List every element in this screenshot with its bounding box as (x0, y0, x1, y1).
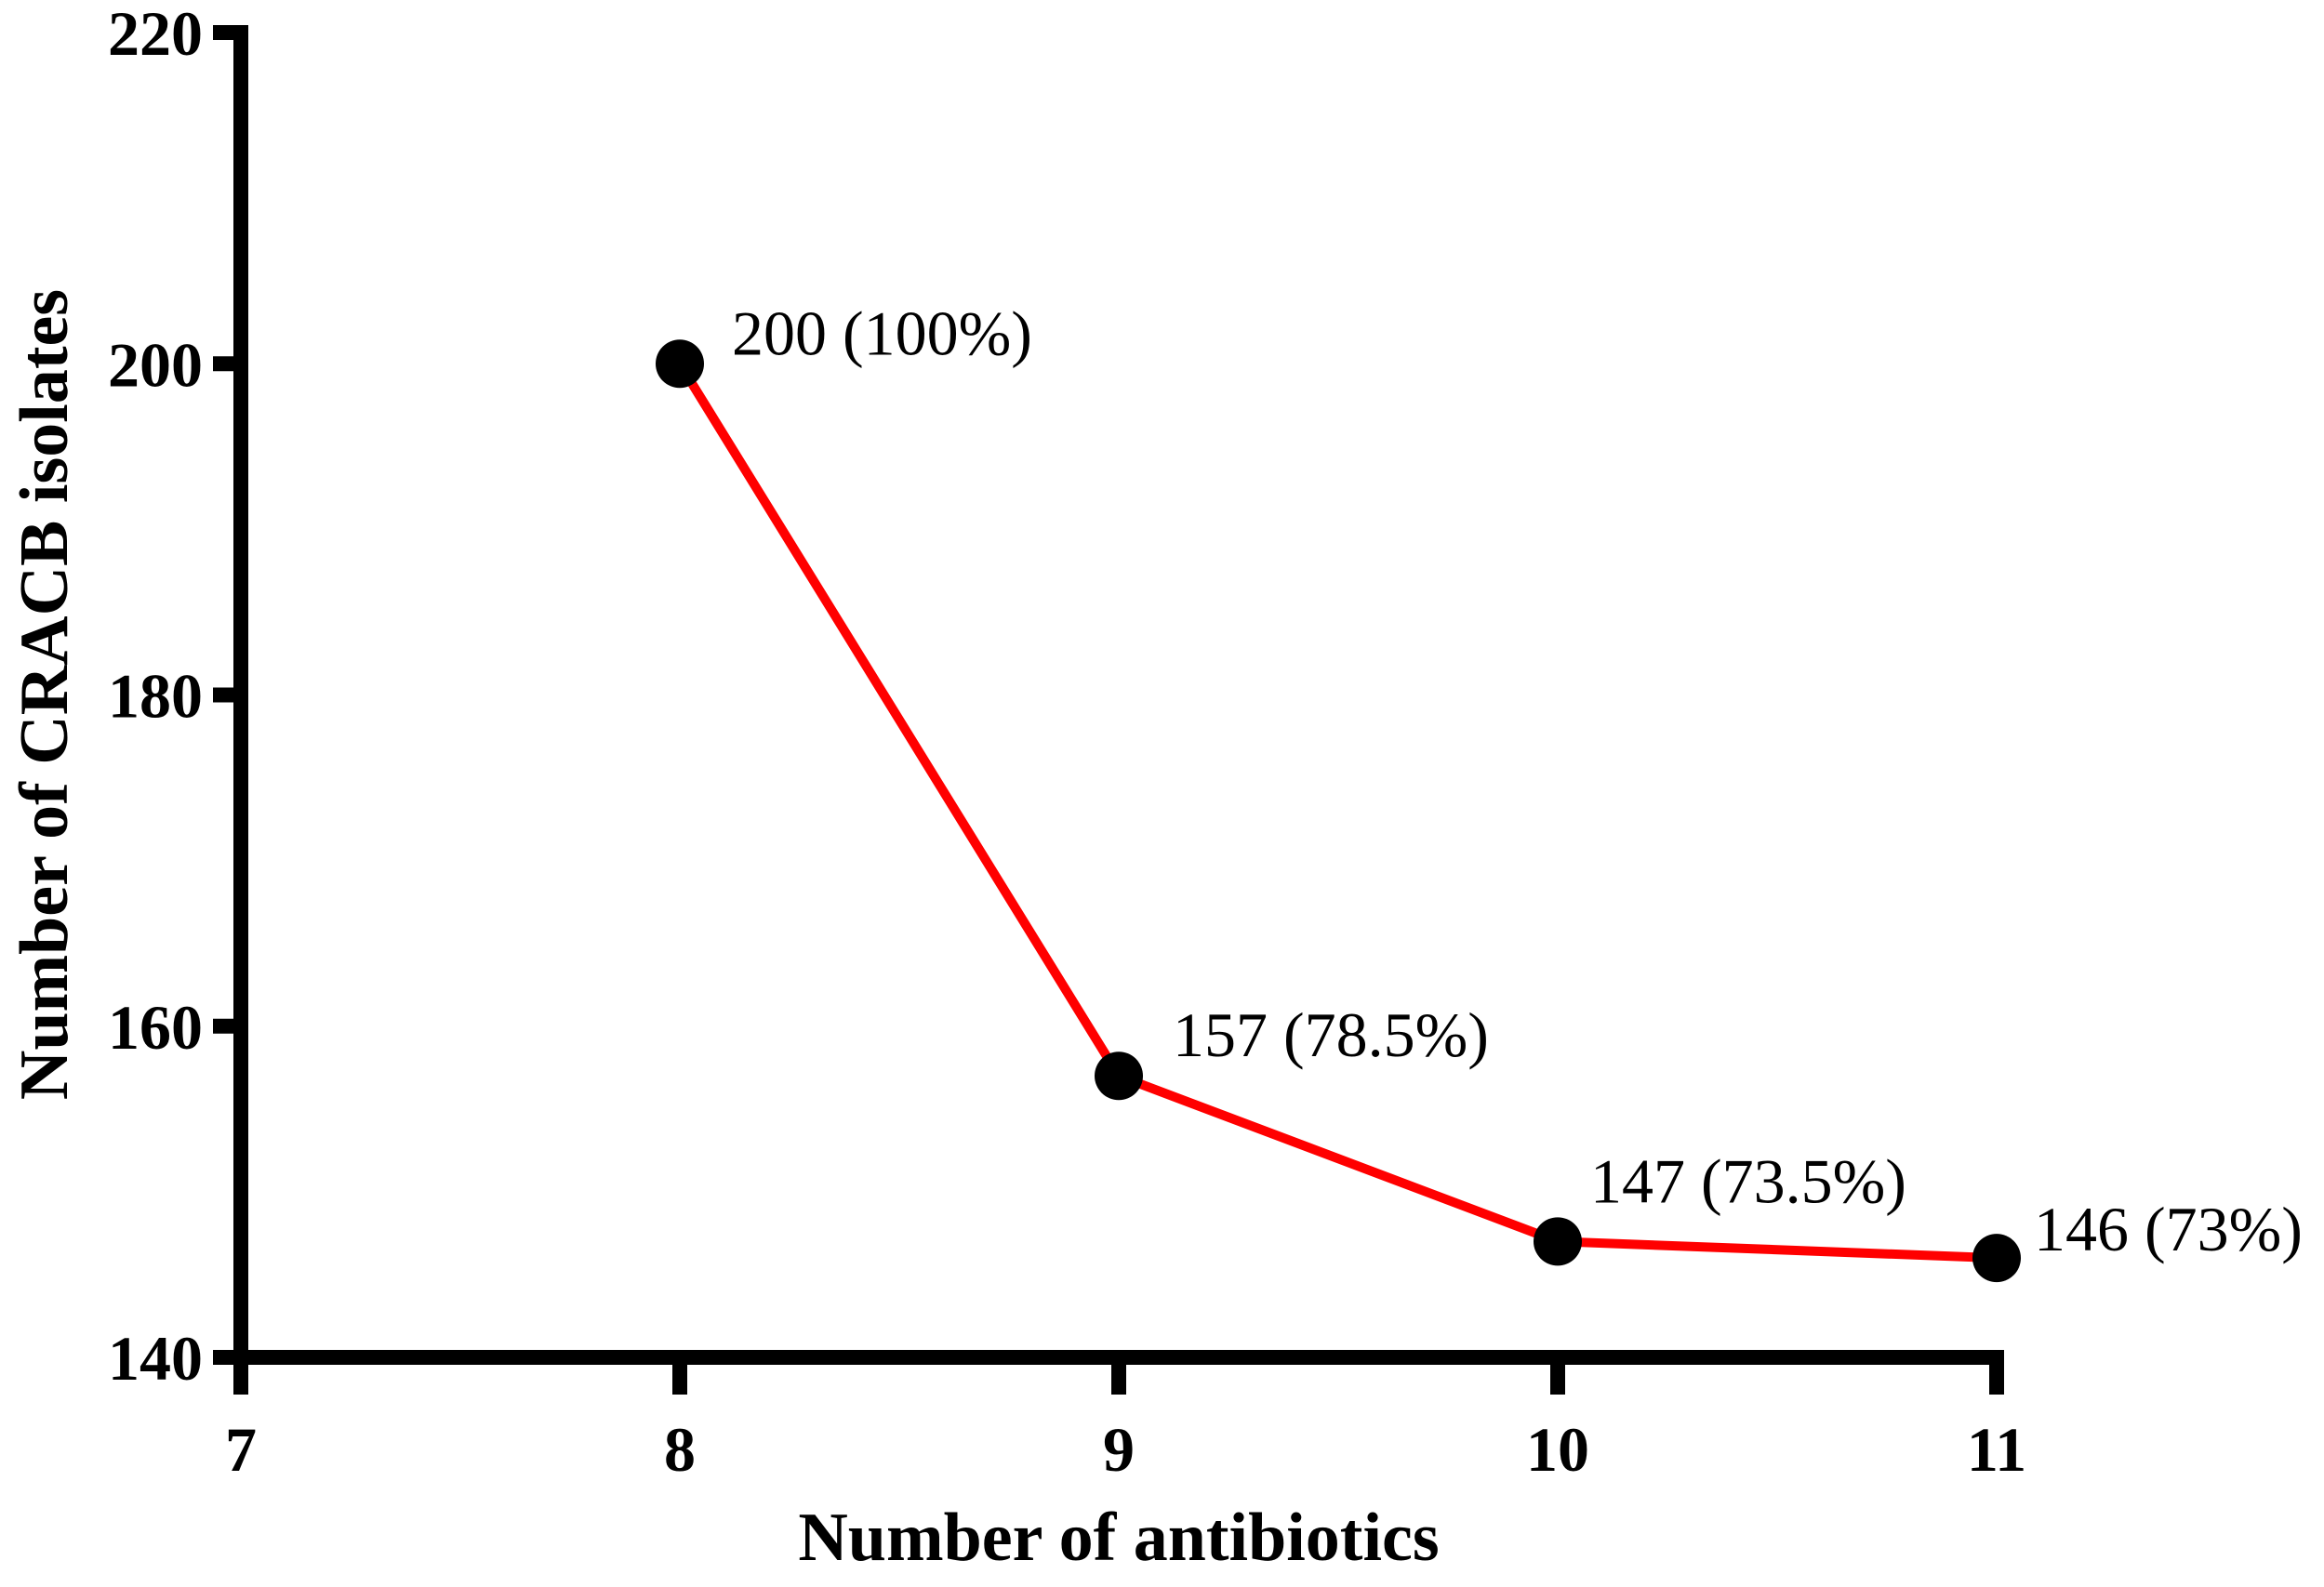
x-axis-tick-labels: 7 8 9 10 11 (225, 1414, 2026, 1485)
point-label: 147 (73.5%) (1590, 1145, 1906, 1216)
y-axis-tick-labels: 140 160 180 200 220 (108, 0, 203, 1394)
data-point-marker (1972, 1234, 2021, 1283)
x-tick-label: 7 (225, 1414, 257, 1485)
point-label: 146 (73%) (2034, 1194, 2303, 1264)
data-series (656, 339, 2021, 1283)
data-point-marker (1095, 1051, 1143, 1101)
y-tick-label: 180 (108, 661, 203, 732)
data-point-marker (1534, 1217, 1582, 1266)
x-tick-label: 10 (1526, 1414, 1589, 1485)
point-label: 200 (100%) (732, 298, 1032, 368)
y-tick-label: 140 (108, 1323, 203, 1394)
point-label: 157 (78.5%) (1173, 999, 1489, 1070)
y-tick-label: 200 (108, 329, 203, 400)
x-tick-label: 11 (1967, 1414, 2026, 1485)
data-point-marker (656, 339, 704, 389)
data-point-labels: 200 (100%) 157 (78.5%) 147 (73.5%) 146 (73%… (732, 298, 2303, 1264)
y-axis-title: Number of CRACB isolates (7, 289, 83, 1100)
y-tick-label: 160 (108, 992, 203, 1063)
x-axis-title: Number of antibiotics (798, 1500, 1439, 1576)
axes (213, 25, 2004, 1395)
x-tick-label: 9 (1103, 1414, 1135, 1485)
y-tick-label: 220 (108, 0, 203, 69)
x-tick-label: 8 (664, 1414, 696, 1485)
series-line (675, 359, 2001, 1263)
